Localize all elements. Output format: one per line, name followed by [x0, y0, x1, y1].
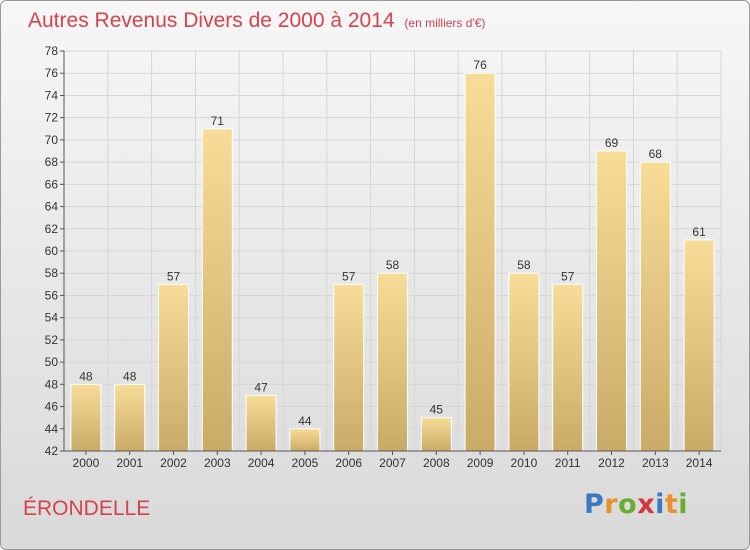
- logo-letter: P: [584, 489, 605, 520]
- y-tick-label: 72: [45, 111, 59, 125]
- y-tick-label: 48: [45, 377, 59, 391]
- y-tick-label: 62: [45, 222, 59, 236]
- x-tick-label: 2004: [248, 456, 275, 470]
- x-tick-label: 2006: [335, 456, 362, 470]
- y-tick-label: 52: [45, 333, 59, 347]
- x-tick-label: 2001: [116, 456, 143, 470]
- bar: [639, 161, 671, 452]
- y-tick-label: 56: [45, 288, 59, 302]
- bar: [158, 283, 189, 452]
- bar: [70, 383, 102, 452]
- logo-letter: t: [664, 489, 679, 520]
- x-tick-label: 2010: [511, 456, 538, 470]
- bar: [552, 283, 584, 452]
- bar-value-label: 58: [386, 258, 400, 272]
- logo-letter: i: [655, 489, 665, 520]
- axes: [60, 50, 721, 455]
- bar-value-label: 71: [211, 114, 225, 128]
- bar: [683, 239, 715, 452]
- bar: [333, 283, 365, 452]
- x-tick-label: 2005: [292, 456, 319, 470]
- y-tick-label: 76: [45, 66, 59, 80]
- bar-value-label: 76: [473, 58, 487, 72]
- bar-value-label: 69: [605, 136, 619, 150]
- bars: [70, 72, 715, 452]
- bar: [114, 383, 146, 452]
- bar-value-label: 58: [517, 258, 531, 272]
- y-tick-label: 54: [45, 311, 59, 325]
- x-tick-label: 2003: [204, 456, 231, 470]
- bar-value-label: 68: [649, 147, 663, 161]
- chart-title: Autres Revenus Divers de 2000 à 2014 (en…: [28, 9, 485, 33]
- bar: [464, 72, 496, 452]
- y-tick-label: 44: [45, 422, 59, 436]
- x-tick-label: 2012: [598, 456, 625, 470]
- bar: [596, 150, 627, 452]
- bar: [289, 428, 321, 452]
- x-tick-label: 2014: [686, 456, 713, 470]
- bar-value-label: 57: [561, 269, 575, 283]
- proxiti-logo[interactable]: Proxiti: [584, 489, 688, 520]
- logo-letter: i: [678, 489, 689, 520]
- y-tick-label: 50: [45, 355, 59, 369]
- x-tick-label: 2011: [555, 456, 581, 470]
- bar-value-label: 57: [167, 269, 181, 283]
- chart-unit: (en milliers d'€): [404, 16, 486, 30]
- y-tick-label: 60: [45, 244, 59, 258]
- logo-letter: o: [618, 489, 638, 520]
- labels: 42 44 46 48 50 52 54 56 58 60 62 64 66 68 70 72 74 76 78 48…: [45, 44, 713, 470]
- y-tick-label: 74: [45, 88, 59, 102]
- y-tick-label: 70: [45, 133, 59, 147]
- x-tick-label: 2009: [467, 456, 494, 470]
- y-tick-label: 42: [45, 444, 59, 458]
- logo-letter: x: [637, 489, 656, 520]
- y-tick-label: 78: [45, 44, 59, 58]
- bar: [420, 417, 452, 452]
- y-tick-label: 64: [45, 200, 59, 214]
- logo-letter: r: [604, 489, 619, 520]
- bar-value-label: 61: [692, 225, 706, 239]
- location-name: ÉRONDELLE: [23, 497, 151, 520]
- bar-value-label: 45: [430, 403, 444, 417]
- bar: [201, 128, 233, 452]
- x-tick-label: 2013: [642, 456, 669, 470]
- y-tick-label: 68: [45, 155, 59, 169]
- bar-value-label: 48: [79, 369, 93, 383]
- x-tick-label: 2008: [423, 456, 450, 470]
- x-tick-label: 2000: [73, 456, 100, 470]
- x-tick-label: 2002: [160, 456, 187, 470]
- bar: [508, 272, 540, 452]
- bar-value-label: 47: [254, 380, 268, 394]
- bar: [377, 272, 408, 452]
- chart-title-text: Autres Revenus Divers de 2000 à 2014: [28, 9, 395, 32]
- x-tick-label: 2007: [379, 456, 406, 470]
- bar-value-label: 57: [342, 269, 356, 283]
- bar-value-label: 48: [123, 369, 137, 383]
- y-tick-label: 66: [45, 177, 59, 191]
- bar-value-label: 44: [298, 414, 312, 428]
- y-tick-label: 46: [45, 400, 59, 414]
- y-tick-label: 58: [45, 266, 59, 280]
- bar: [245, 394, 277, 452]
